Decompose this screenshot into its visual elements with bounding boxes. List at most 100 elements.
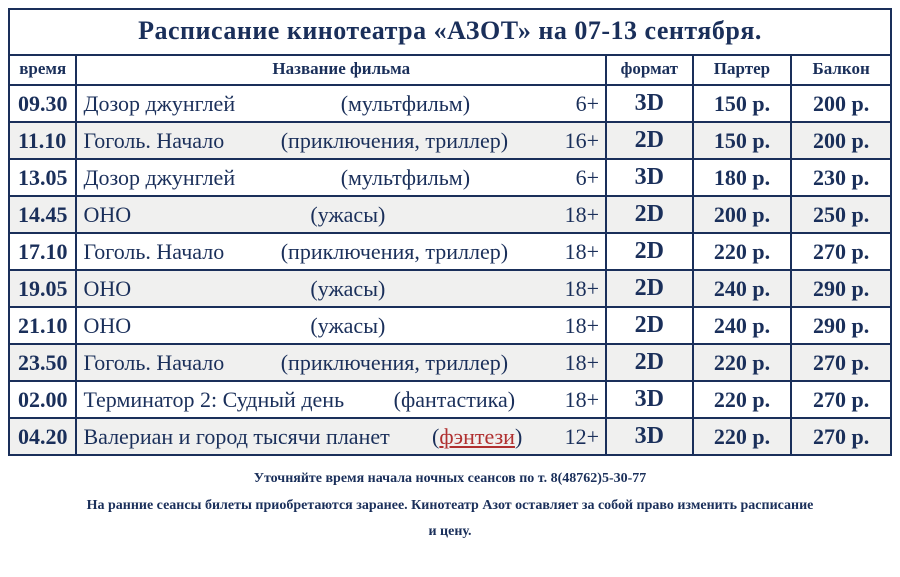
film-genre: (приключения, триллер) xyxy=(234,350,554,376)
cell-format: 3D xyxy=(606,418,693,454)
film-genre: (фэнтези) xyxy=(400,424,555,450)
film-genre: (приключения, триллер) xyxy=(234,239,554,265)
table-row: 09.30Дозор джунглей(мультфильм)6+3D150 р… xyxy=(10,85,890,122)
schedule-table: время Название фильма формат Партер Балк… xyxy=(10,56,890,454)
cell-format: 2D xyxy=(606,233,693,270)
cell-format: 2D xyxy=(606,270,693,307)
cell-parter: 220 р. xyxy=(693,233,792,270)
cell-time: 13.05 xyxy=(10,159,76,196)
film-age: 18+ xyxy=(555,387,599,413)
cell-balkon: 200 р. xyxy=(791,122,890,159)
cell-film: ОНО(ужасы)18+ xyxy=(76,307,606,344)
cell-film: Гоголь. Начало(приключения, триллер)18+ xyxy=(76,344,606,381)
cell-film: Терминатор 2: Судный день(фантастика)18+ xyxy=(76,381,606,418)
film-name: Валериан и город тысячи планет xyxy=(83,424,399,450)
film-name: ОНО xyxy=(83,313,141,339)
film-name: Дозор джунглей xyxy=(83,165,245,191)
table-row: 13.05Дозор джунглей(мультфильм)6+3D180 р… xyxy=(10,159,890,196)
cell-parter: 150 р. xyxy=(693,85,792,122)
table-header-row: время Название фильма формат Партер Балк… xyxy=(10,56,890,85)
footer-line-3: и цену. xyxy=(28,519,872,546)
cell-parter: 180 р. xyxy=(693,159,792,196)
film-name: Гоголь. Начало xyxy=(83,350,234,376)
film-age: 6+ xyxy=(566,91,599,117)
table-row: 23.50Гоголь. Начало(приключения, триллер… xyxy=(10,344,890,381)
film-name: Терминатор 2: Судный день xyxy=(83,387,354,413)
film-age: 18+ xyxy=(555,313,599,339)
cell-parter: 240 р. xyxy=(693,270,792,307)
film-age: 18+ xyxy=(555,350,599,376)
cell-film: ОНО(ужасы)18+ xyxy=(76,270,606,307)
cell-balkon: 290 р. xyxy=(791,270,890,307)
cell-format: 3D xyxy=(606,159,693,196)
cell-film: Гоголь. Начало(приключения, триллер)18+ xyxy=(76,233,606,270)
cell-format: 2D xyxy=(606,196,693,233)
film-genre: (фантастика) xyxy=(354,387,555,413)
cell-film: Валериан и город тысячи планет(фэнтези)1… xyxy=(76,418,606,454)
table-row: 21.10ОНО(ужасы)18+2D240 р.290 р. xyxy=(10,307,890,344)
footer-note: Уточняйте время начала ночных сеансов по… xyxy=(8,456,892,550)
film-genre: (мультфильм) xyxy=(245,165,566,191)
film-name: Дозор джунглей xyxy=(83,91,245,117)
film-age: 18+ xyxy=(555,276,599,302)
page-title: Расписание кинотеатра «АЗОТ» на 07-13 се… xyxy=(10,10,890,56)
cell-balkon: 270 р. xyxy=(791,233,890,270)
cell-film: Дозор джунглей(мультфильм)6+ xyxy=(76,85,606,122)
cell-time: 14.45 xyxy=(10,196,76,233)
col-film: Название фильма xyxy=(76,56,606,85)
schedule-sheet: Расписание кинотеатра «АЗОТ» на 07-13 се… xyxy=(8,8,892,456)
cell-parter: 150 р. xyxy=(693,122,792,159)
cell-film: ОНО(ужасы)18+ xyxy=(76,196,606,233)
genre-highlight: фэнтези xyxy=(439,424,515,449)
cell-time: 23.50 xyxy=(10,344,76,381)
cell-balkon: 270 р. xyxy=(791,418,890,454)
film-genre: (ужасы) xyxy=(141,202,555,228)
cell-time: 04.20 xyxy=(10,418,76,454)
cell-time: 11.10 xyxy=(10,122,76,159)
cell-time: 02.00 xyxy=(10,381,76,418)
cell-balkon: 270 р. xyxy=(791,344,890,381)
cell-film: Гоголь. Начало(приключения, триллер)16+ xyxy=(76,122,606,159)
film-age: 18+ xyxy=(555,202,599,228)
table-row: 17.10Гоголь. Начало(приключения, триллер… xyxy=(10,233,890,270)
film-genre: (приключения, триллер) xyxy=(234,128,554,154)
cell-balkon: 200 р. xyxy=(791,85,890,122)
cell-parter: 200 р. xyxy=(693,196,792,233)
film-age: 12+ xyxy=(555,424,599,450)
cell-parter: 240 р. xyxy=(693,307,792,344)
cell-balkon: 270 р. xyxy=(791,381,890,418)
cell-format: 2D xyxy=(606,122,693,159)
cell-parter: 220 р. xyxy=(693,381,792,418)
table-row: 14.45ОНО(ужасы)18+2D200 р.250 р. xyxy=(10,196,890,233)
cell-balkon: 290 р. xyxy=(791,307,890,344)
film-name: Гоголь. Начало xyxy=(83,128,234,154)
cell-format: 2D xyxy=(606,307,693,344)
cell-format: 3D xyxy=(606,381,693,418)
cell-parter: 220 р. xyxy=(693,344,792,381)
cell-time: 19.05 xyxy=(10,270,76,307)
table-row: 11.10Гоголь. Начало(приключения, триллер… xyxy=(10,122,890,159)
film-name: ОНО xyxy=(83,202,141,228)
col-format: формат xyxy=(606,56,693,85)
film-age: 18+ xyxy=(555,239,599,265)
col-parter: Партер xyxy=(693,56,792,85)
table-row: 02.00Терминатор 2: Судный день(фантастик… xyxy=(10,381,890,418)
film-age: 16+ xyxy=(555,128,599,154)
film-genre: (ужасы) xyxy=(141,313,555,339)
col-time: время xyxy=(10,56,76,85)
cell-time: 21.10 xyxy=(10,307,76,344)
col-balkon: Балкон xyxy=(791,56,890,85)
cell-balkon: 250 р. xyxy=(791,196,890,233)
film-genre: (мультфильм) xyxy=(245,91,566,117)
film-name: ОНО xyxy=(83,276,141,302)
film-age: 6+ xyxy=(566,165,599,191)
table-row: 04.20Валериан и город тысячи планет(фэнт… xyxy=(10,418,890,454)
cell-film: Дозор джунглей(мультфильм)6+ xyxy=(76,159,606,196)
footer-line-2: На ранние сеансы билеты приобретаются за… xyxy=(28,493,872,520)
cell-time: 09.30 xyxy=(10,85,76,122)
cell-balkon: 230 р. xyxy=(791,159,890,196)
cell-parter: 220 р. xyxy=(693,418,792,454)
cell-time: 17.10 xyxy=(10,233,76,270)
film-name: Гоголь. Начало xyxy=(83,239,234,265)
table-row: 19.05ОНО(ужасы)18+2D240 р.290 р. xyxy=(10,270,890,307)
